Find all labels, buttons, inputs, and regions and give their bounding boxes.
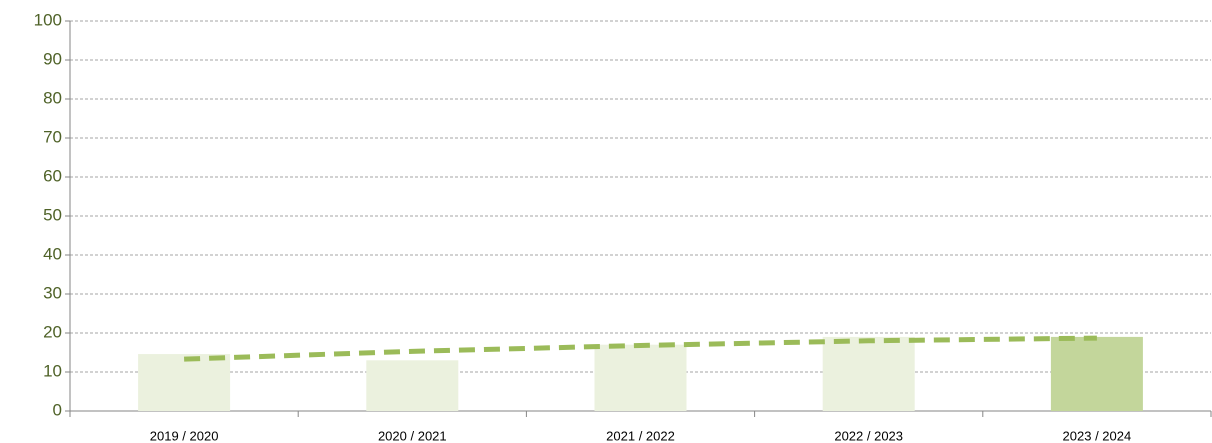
y-tick-label: 30 <box>43 283 62 302</box>
y-tick-label: 10 <box>43 361 62 380</box>
x-tick-label: 2021 / 2022 <box>606 428 675 443</box>
y-tick-label: 90 <box>43 49 62 68</box>
bar <box>1050 336 1143 411</box>
bar <box>594 344 687 411</box>
y-tick-label: 60 <box>43 166 62 185</box>
y-tick-label: 0 <box>53 400 62 419</box>
bar <box>138 354 231 411</box>
bar <box>366 360 459 411</box>
y-tick-label: 50 <box>43 205 62 224</box>
y-tick-label: 40 <box>43 244 62 263</box>
bar <box>822 336 915 411</box>
x-tick-label: 2020 / 2021 <box>378 428 447 443</box>
y-tick-label: 100 <box>34 10 62 29</box>
x-tick-label: 2022 / 2023 <box>834 428 903 443</box>
y-tick-label: 80 <box>43 88 62 107</box>
trend-line <box>184 335 1097 362</box>
y-tick-label: 70 <box>43 127 62 146</box>
x-tick-label: 2023 / 2024 <box>1063 428 1132 443</box>
x-tick-label: 2019 / 2020 <box>150 428 219 443</box>
y-tick-label: 20 <box>43 322 62 341</box>
